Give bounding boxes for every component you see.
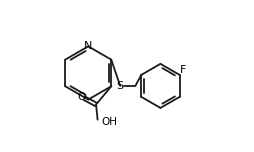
Text: OH: OH — [101, 117, 117, 127]
Text: O: O — [78, 92, 86, 102]
Text: N: N — [84, 41, 92, 51]
Text: S: S — [117, 81, 124, 91]
Text: F: F — [179, 65, 186, 75]
